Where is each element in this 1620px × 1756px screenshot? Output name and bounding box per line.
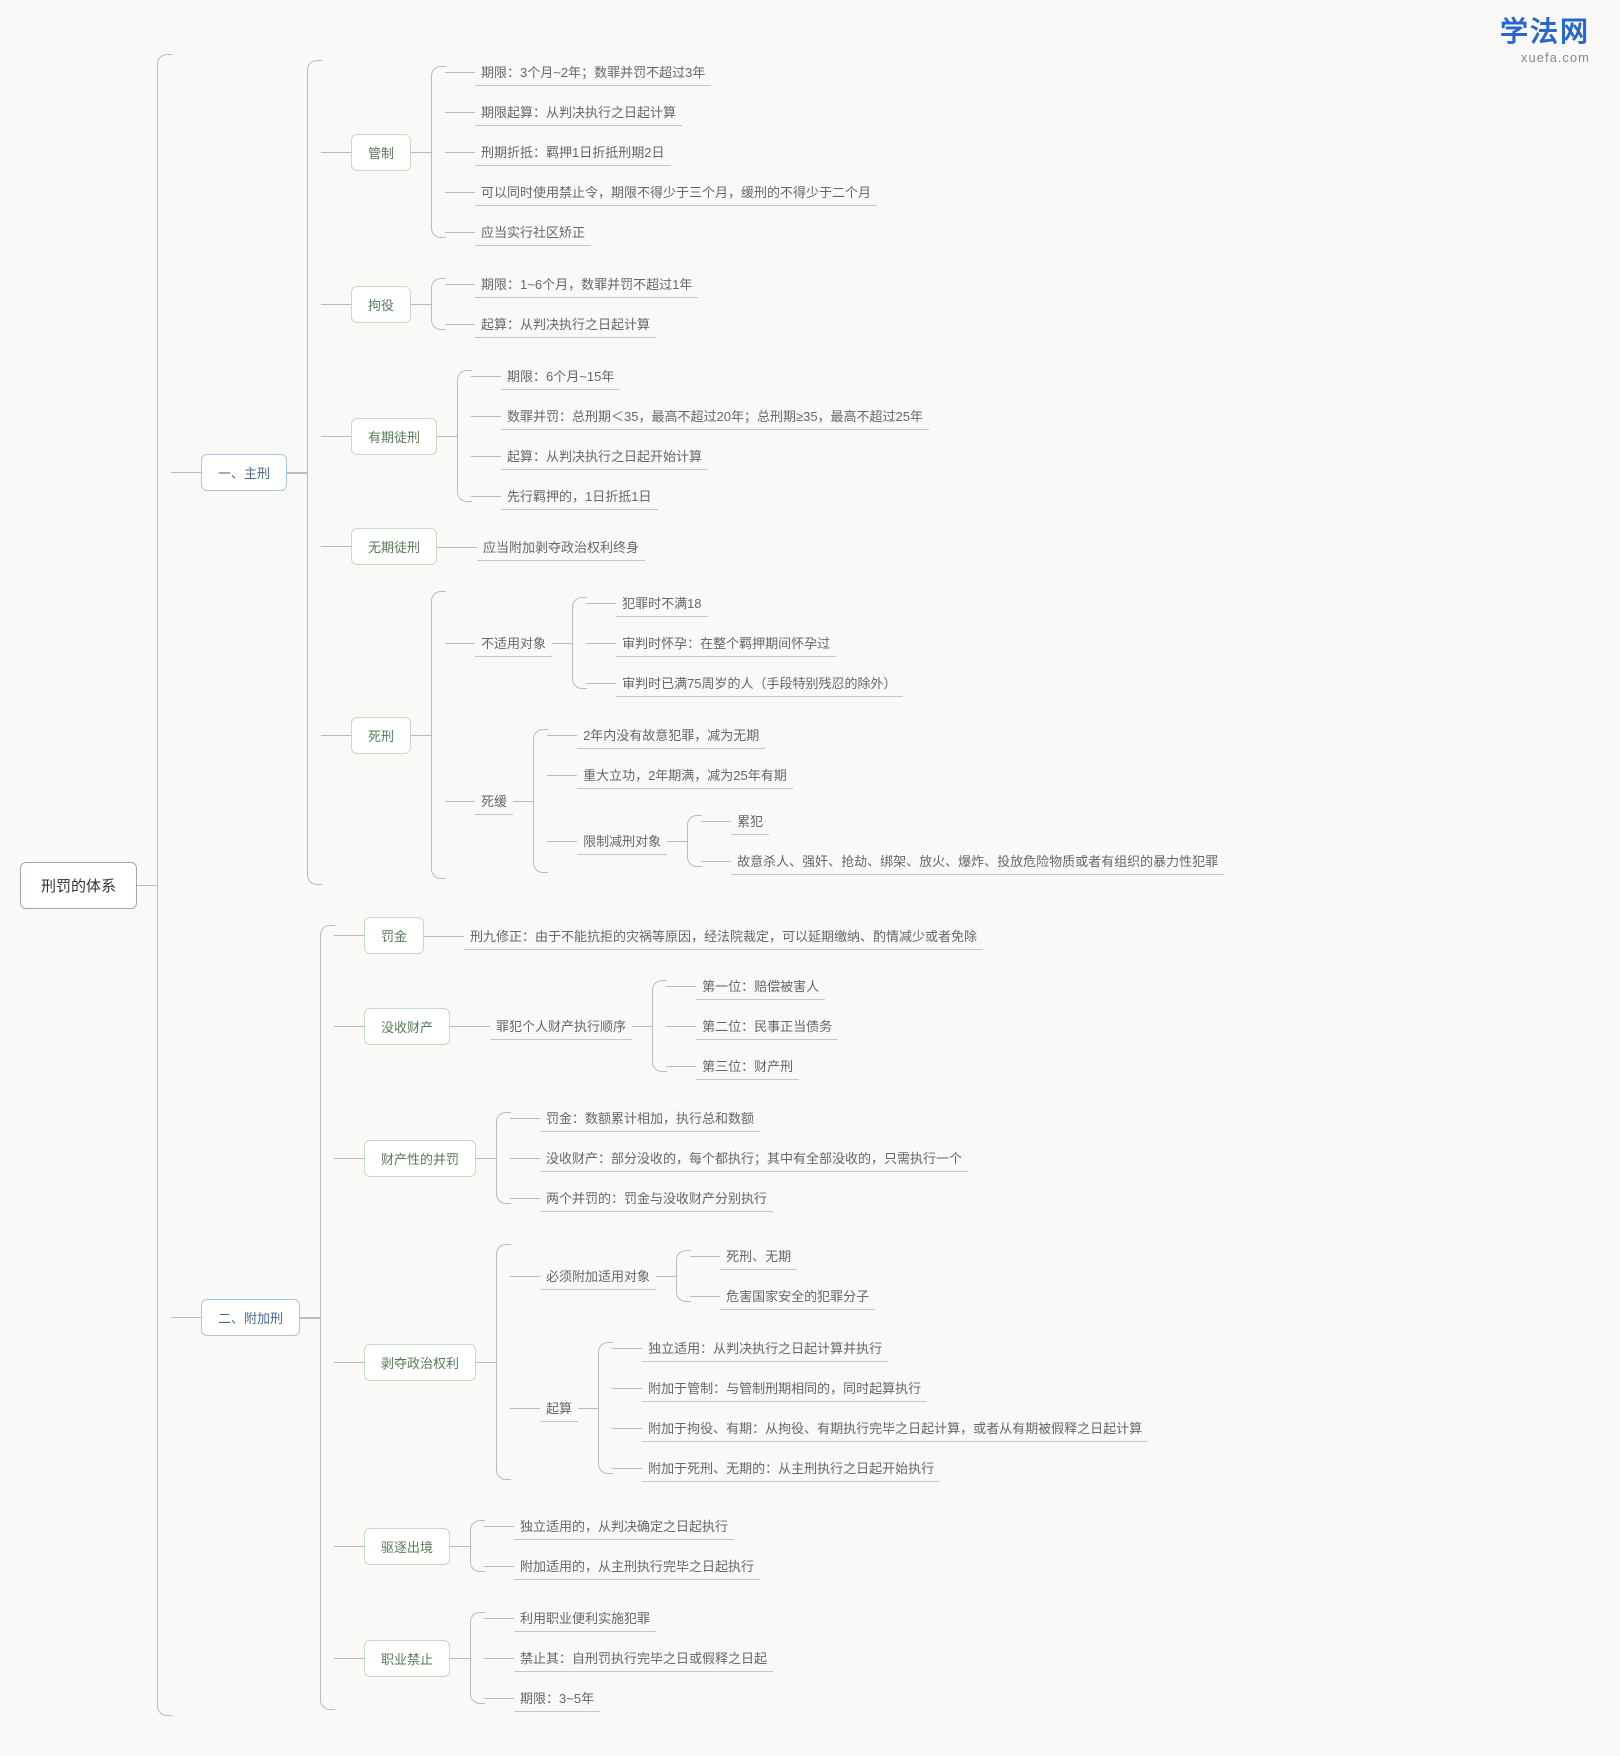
node-wuqi: 无期徒刑: [351, 528, 437, 565]
leaf: 没收财产：部分没收的，每个都执行；其中有全部没收的，只需执行一个: [540, 1144, 968, 1172]
node-juyi: 拘役: [351, 286, 411, 323]
node-zhiye: 职业禁止: [364, 1640, 450, 1677]
leaf: 独立适用：从判决执行之日起计算并执行: [642, 1334, 888, 1362]
leaf: 期限：6个月~15年: [501, 362, 620, 390]
leaf: 危害国家安全的犯罪分子: [720, 1282, 875, 1310]
leaf: 期限起算：从判决执行之日起计算: [475, 98, 682, 126]
node-bushiyong: 不适用对象: [475, 629, 552, 657]
leaf: 审判时已满75周岁的人（手段特别残忍的除外）: [616, 669, 902, 697]
leaf: 利用职业便利实施犯罪: [514, 1604, 656, 1632]
leaf: 死刑、无期: [720, 1242, 797, 1270]
leaf: 刑九修正：由于不能抗拒的灾祸等原因，经法院裁定，可以延期缴纳、酌情减少或者免除: [464, 922, 983, 950]
leaf: 附加于管制：与管制刑期相同的，同时起算执行: [642, 1374, 927, 1402]
leaf: 附加适用的，从主刑执行完毕之日起执行: [514, 1552, 760, 1580]
leaf: 故意杀人、强奸、抢劫、绑架、放火、爆炸、投放危险物质或者有组织的暴力性犯罪: [731, 847, 1224, 875]
node-zhuxing: 一、主刑: [201, 454, 287, 491]
node-sixing: 死刑: [351, 717, 411, 754]
node-zhixingshunxu: 罪犯个人财产执行顺序: [490, 1012, 632, 1040]
leaf: 独立适用的，从判决确定之日起执行: [514, 1512, 734, 1540]
leaf: 期限：3~5年: [514, 1684, 600, 1712]
leaf: 应当附加剥夺政治权利终身: [477, 533, 645, 561]
leaf: 第一位：赔偿被害人: [696, 972, 825, 1000]
node-quzhu: 驱逐出境: [364, 1528, 450, 1565]
node-xianzhi: 限制减刑对象: [577, 827, 667, 855]
node-fujiaxing: 二、附加刑: [201, 1299, 300, 1336]
leaf: 重大立功，2年期满，减为25年有期: [577, 761, 793, 789]
leaf: 第二位：民事正当债务: [696, 1012, 838, 1040]
leaf: 罚金：数额累计相加，执行总和数额: [540, 1104, 760, 1132]
watermark-sub: xuefa.com: [1500, 50, 1590, 65]
leaf: 两个并罚的：罚金与没收财产分别执行: [540, 1184, 773, 1212]
leaf: 累犯: [731, 807, 769, 835]
leaf: 2年内没有故意犯罪，减为无期: [577, 721, 765, 749]
node-bixu: 必须附加适用对象: [540, 1262, 656, 1290]
leaf: 期限：1~6个月，数罪并罚不超过1年: [475, 270, 698, 298]
node-youqi: 有期徒刑: [351, 418, 437, 455]
node-fajin: 罚金: [364, 917, 424, 954]
node-boduo: 剥夺政治权利: [364, 1344, 476, 1381]
node-qisuan: 起算: [540, 1394, 578, 1422]
node-sihuan: 死缓: [475, 787, 513, 815]
leaf: 起算：从判决执行之日起开始计算: [501, 442, 708, 470]
watermark-main: 学法网: [1500, 10, 1590, 50]
leaf: 犯罪时不满18: [616, 589, 707, 617]
leaf: 期限：3个月~2年；数罪并罚不超过3年: [475, 58, 711, 86]
leaf: 审判时怀孕：在整个羁押期间怀孕过: [616, 629, 836, 657]
leaf: 应当实行社区矫正: [475, 218, 591, 246]
leaf: 附加于死刑、无期的：从主刑执行之日起开始执行: [642, 1454, 940, 1482]
leaf: 先行羁押的，1日折抵1日: [501, 482, 657, 510]
mindmap-root-branch: 刑罚的体系 一、主刑 管制 期限：3个月~2年；数罪并罚不超过3年 期限起算：从…: [20, 20, 1600, 1730]
leaf: 附加于拘役、有期：从拘役、有期执行完毕之日起计算，或者从有期被假释之日起计算: [642, 1414, 1148, 1442]
leaf: 第三位：财产刑: [696, 1052, 799, 1080]
watermark: 学法网 xuefa.com: [1500, 10, 1590, 65]
leaf: 数罪并罚：总刑期＜35，最高不超过20年；总刑期≥35，最高不超过25年: [501, 402, 929, 430]
node-moshoucaichan: 没收财产: [364, 1008, 450, 1045]
leaf: 禁止其：自刑罚执行完毕之日或假释之日起: [514, 1644, 773, 1672]
leaf: 可以同时使用禁止令，期限不得少于三个月，缓刑的不得少于二个月: [475, 178, 877, 206]
leaf: 起算：从判决执行之日起计算: [475, 310, 656, 338]
root-node: 刑罚的体系: [20, 862, 137, 909]
leaf: 刑期折抵：羁押1日折抵刑期2日: [475, 138, 670, 166]
node-caichanxing: 财产性的并罚: [364, 1140, 476, 1177]
node-guanzhi: 管制: [351, 134, 411, 171]
